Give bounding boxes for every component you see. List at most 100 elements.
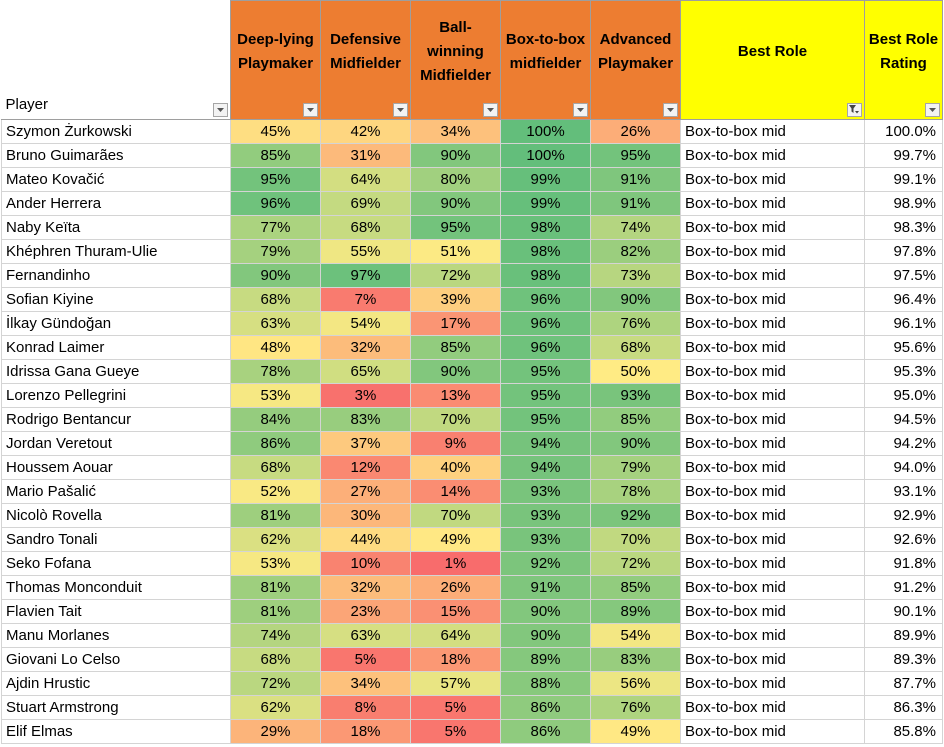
best-role-rating-cell[interactable]: 92.9%	[864, 503, 943, 528]
deep-lying-playmaker-cell[interactable]: 48%	[230, 335, 321, 360]
best-role-cell[interactable]: Box-to-box mid	[680, 455, 865, 480]
column-header-best-role[interactable]: Best Role	[680, 0, 865, 120]
deep-lying-playmaker-cell[interactable]: 85%	[230, 143, 321, 168]
defensive-midfielder-cell[interactable]: 97%	[320, 263, 411, 288]
box-to-box-cell[interactable]: 93%	[500, 479, 591, 504]
defensive-midfielder-cell[interactable]: 30%	[320, 503, 411, 528]
deep-lying-playmaker-cell[interactable]: 79%	[230, 239, 321, 264]
box-to-box-cell[interactable]: 94%	[500, 431, 591, 456]
advanced-playmaker-cell[interactable]: 54%	[590, 623, 681, 648]
defensive-midfielder-cell[interactable]: 32%	[320, 575, 411, 600]
defensive-midfielder-cell[interactable]: 34%	[320, 671, 411, 696]
column-header-deep-lying-playmaker[interactable]: Deep-lying Playmaker	[230, 0, 321, 120]
player-name-cell[interactable]: Giovani Lo Celso	[1, 647, 231, 672]
ball-winning-midfielder-cell[interactable]: 9%	[410, 431, 501, 456]
defensive-midfielder-cell[interactable]: 64%	[320, 167, 411, 192]
defensive-midfielder-cell[interactable]: 10%	[320, 551, 411, 576]
best-role-rating-cell[interactable]: 97.8%	[864, 239, 943, 264]
advanced-playmaker-cell[interactable]: 93%	[590, 383, 681, 408]
best-role-cell[interactable]: Box-to-box mid	[680, 359, 865, 384]
player-name-cell[interactable]: Ajdin Hrustic	[1, 671, 231, 696]
best-role-rating-cell[interactable]: 98.9%	[864, 191, 943, 216]
deep-lying-playmaker-cell[interactable]: 77%	[230, 215, 321, 240]
box-to-box-cell[interactable]: 88%	[500, 671, 591, 696]
player-name-cell[interactable]: Stuart Armstrong	[1, 695, 231, 720]
best-role-cell[interactable]: Box-to-box mid	[680, 119, 865, 144]
defensive-midfielder-cell[interactable]: 44%	[320, 527, 411, 552]
player-name-cell[interactable]: Ander Herrera	[1, 191, 231, 216]
box-to-box-cell[interactable]: 91%	[500, 575, 591, 600]
defensive-midfielder-cell[interactable]: 12%	[320, 455, 411, 480]
player-name-cell[interactable]: Nicolò Rovella	[1, 503, 231, 528]
best-role-cell[interactable]: Box-to-box mid	[680, 575, 865, 600]
ball-winning-midfielder-cell[interactable]: 14%	[410, 479, 501, 504]
deep-lying-playmaker-cell[interactable]: 81%	[230, 575, 321, 600]
advanced-playmaker-cell[interactable]: 82%	[590, 239, 681, 264]
advanced-playmaker-cell[interactable]: 26%	[590, 119, 681, 144]
box-to-box-cell[interactable]: 90%	[500, 623, 591, 648]
filter-dropdown-button[interactable]	[483, 103, 498, 117]
best-role-cell[interactable]: Box-to-box mid	[680, 431, 865, 456]
best-role-cell[interactable]: Box-to-box mid	[680, 695, 865, 720]
ball-winning-midfielder-cell[interactable]: 39%	[410, 287, 501, 312]
deep-lying-playmaker-cell[interactable]: 68%	[230, 455, 321, 480]
player-name-cell[interactable]: Mario Pašalić	[1, 479, 231, 504]
best-role-rating-cell[interactable]: 94.0%	[864, 455, 943, 480]
box-to-box-cell[interactable]: 93%	[500, 527, 591, 552]
box-to-box-cell[interactable]: 100%	[500, 119, 591, 144]
deep-lying-playmaker-cell[interactable]: 72%	[230, 671, 321, 696]
advanced-playmaker-cell[interactable]: 91%	[590, 167, 681, 192]
box-to-box-cell[interactable]: 96%	[500, 287, 591, 312]
advanced-playmaker-cell[interactable]: 90%	[590, 287, 681, 312]
advanced-playmaker-cell[interactable]: 85%	[590, 575, 681, 600]
advanced-playmaker-cell[interactable]: 95%	[590, 143, 681, 168]
defensive-midfielder-cell[interactable]: 8%	[320, 695, 411, 720]
advanced-playmaker-cell[interactable]: 70%	[590, 527, 681, 552]
best-role-cell[interactable]: Box-to-box mid	[680, 719, 865, 744]
deep-lying-playmaker-cell[interactable]: 90%	[230, 263, 321, 288]
deep-lying-playmaker-cell[interactable]: 96%	[230, 191, 321, 216]
box-to-box-cell[interactable]: 95%	[500, 359, 591, 384]
deep-lying-playmaker-cell[interactable]: 84%	[230, 407, 321, 432]
ball-winning-midfielder-cell[interactable]: 57%	[410, 671, 501, 696]
best-role-cell[interactable]: Box-to-box mid	[680, 167, 865, 192]
deep-lying-playmaker-cell[interactable]: 53%	[230, 383, 321, 408]
advanced-playmaker-cell[interactable]: 68%	[590, 335, 681, 360]
player-name-cell[interactable]: Sandro Tonali	[1, 527, 231, 552]
best-role-rating-cell[interactable]: 95.3%	[864, 359, 943, 384]
advanced-playmaker-cell[interactable]: 92%	[590, 503, 681, 528]
ball-winning-midfielder-cell[interactable]: 34%	[410, 119, 501, 144]
deep-lying-playmaker-cell[interactable]: 52%	[230, 479, 321, 504]
best-role-cell[interactable]: Box-to-box mid	[680, 335, 865, 360]
best-role-rating-cell[interactable]: 91.2%	[864, 575, 943, 600]
best-role-rating-cell[interactable]: 92.6%	[864, 527, 943, 552]
deep-lying-playmaker-cell[interactable]: 53%	[230, 551, 321, 576]
box-to-box-cell[interactable]: 98%	[500, 239, 591, 264]
advanced-playmaker-cell[interactable]: 76%	[590, 695, 681, 720]
defensive-midfielder-cell[interactable]: 42%	[320, 119, 411, 144]
column-header-defensive-midfielder[interactable]: Defensive Midfielder	[320, 0, 411, 120]
best-role-rating-cell[interactable]: 98.3%	[864, 215, 943, 240]
best-role-cell[interactable]: Box-to-box mid	[680, 551, 865, 576]
player-name-cell[interactable]: Sofian Kiyine	[1, 287, 231, 312]
best-role-cell[interactable]: Box-to-box mid	[680, 599, 865, 624]
box-to-box-cell[interactable]: 99%	[500, 167, 591, 192]
player-name-cell[interactable]: Khéphren Thuram-Ulie	[1, 239, 231, 264]
box-to-box-cell[interactable]: 89%	[500, 647, 591, 672]
box-to-box-cell[interactable]: 95%	[500, 383, 591, 408]
box-to-box-cell[interactable]: 86%	[500, 719, 591, 744]
box-to-box-cell[interactable]: 96%	[500, 311, 591, 336]
player-name-cell[interactable]: Szymon Żurkowski	[1, 119, 231, 144]
ball-winning-midfielder-cell[interactable]: 85%	[410, 335, 501, 360]
best-role-cell[interactable]: Box-to-box mid	[680, 647, 865, 672]
defensive-midfielder-cell[interactable]: 27%	[320, 479, 411, 504]
player-name-cell[interactable]: Bruno Guimarães	[1, 143, 231, 168]
best-role-cell[interactable]: Box-to-box mid	[680, 503, 865, 528]
best-role-rating-cell[interactable]: 94.5%	[864, 407, 943, 432]
best-role-rating-cell[interactable]: 95.6%	[864, 335, 943, 360]
ball-winning-midfielder-cell[interactable]: 72%	[410, 263, 501, 288]
box-to-box-cell[interactable]: 98%	[500, 263, 591, 288]
defensive-midfielder-cell[interactable]: 23%	[320, 599, 411, 624]
ball-winning-midfielder-cell[interactable]: 90%	[410, 143, 501, 168]
box-to-box-cell[interactable]: 94%	[500, 455, 591, 480]
